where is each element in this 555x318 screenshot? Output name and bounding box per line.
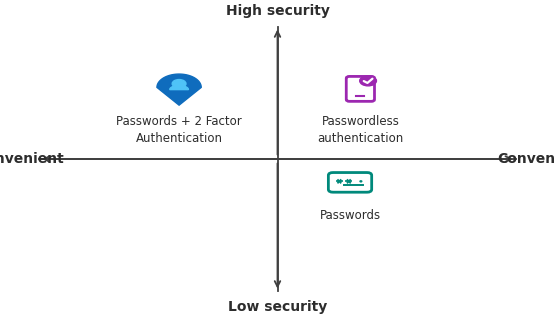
Polygon shape [170,86,189,90]
Text: Passwords: Passwords [320,209,381,222]
Text: Low security: Low security [228,300,327,314]
FancyBboxPatch shape [329,173,372,192]
Circle shape [360,181,362,182]
FancyBboxPatch shape [346,76,375,101]
Text: Convenient: Convenient [497,152,555,166]
Text: Inconvenient: Inconvenient [0,152,64,166]
Text: High security: High security [225,4,330,18]
Circle shape [360,76,376,86]
Text: Passwords + 2 Factor
Authentication: Passwords + 2 Factor Authentication [116,115,242,145]
Circle shape [172,80,186,88]
Polygon shape [157,74,201,105]
Text: Passwordless
authentication: Passwordless authentication [317,115,403,145]
